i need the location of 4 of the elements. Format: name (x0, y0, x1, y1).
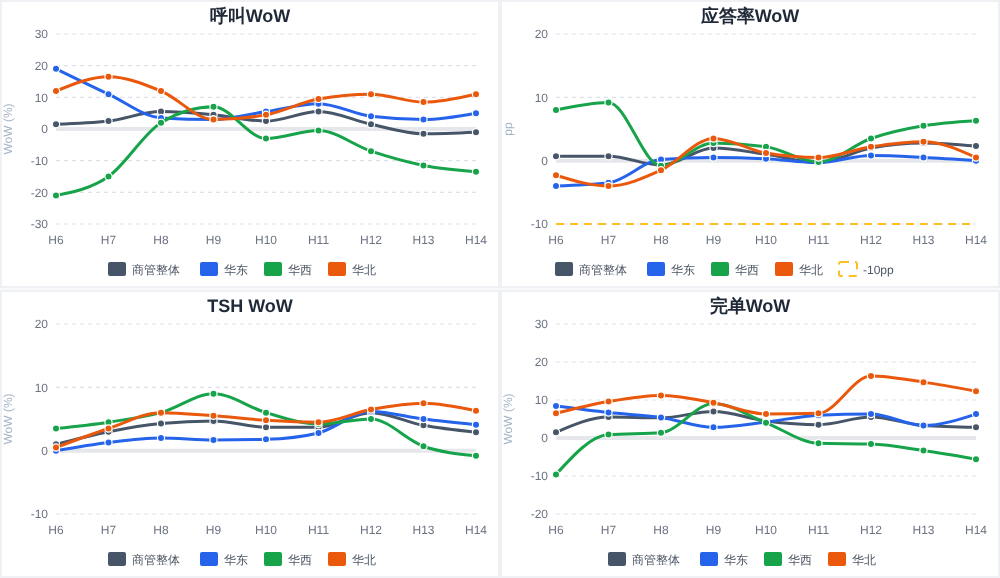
chart-title: TSH WoW (207, 296, 294, 316)
chart-title: 完单WoW (709, 296, 792, 316)
chart-title: 应答率WoW (698, 6, 801, 26)
chart-title: 呼叫WoW (209, 6, 292, 26)
